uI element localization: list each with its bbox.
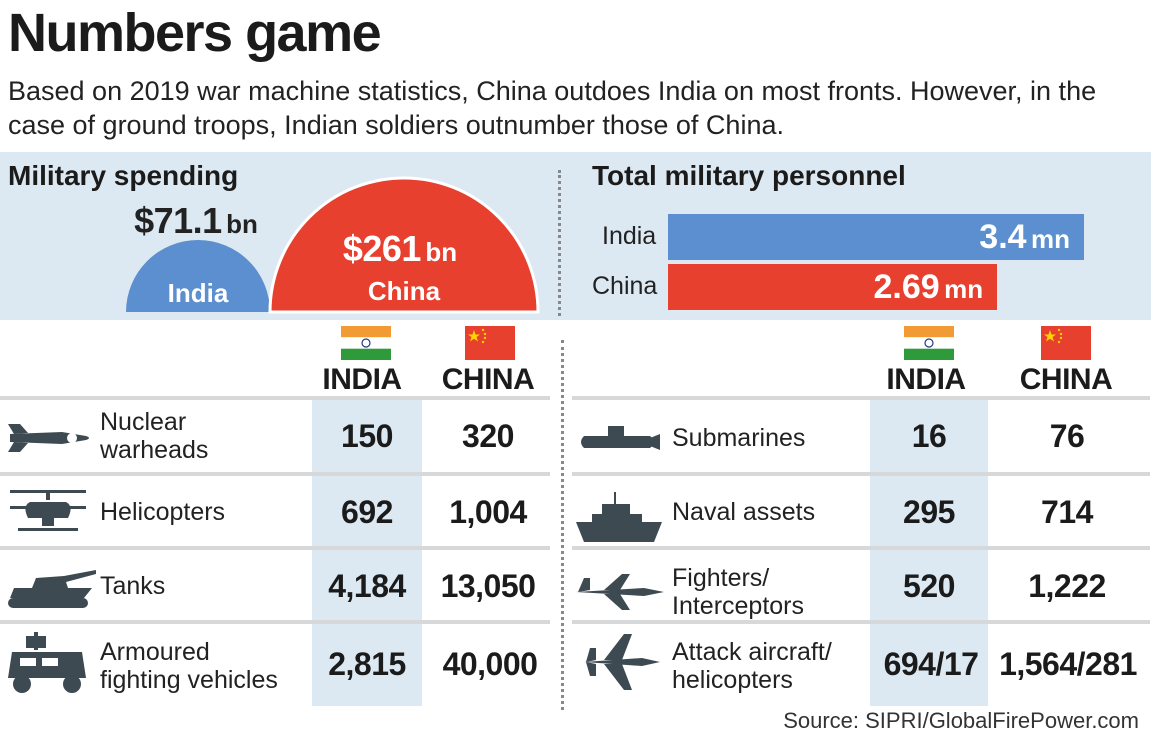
india-spending-value: $71.1 bn — [126, 200, 266, 242]
india-flag-icon — [904, 326, 954, 360]
india-tanks-value: 4,184 — [328, 568, 406, 604]
china-flag-icon — [1041, 326, 1091, 360]
left-india-column-header: INDIA — [322, 363, 402, 396]
row-label-helicopters: Helicopters — [100, 498, 226, 526]
india-fighters-value: 520 — [903, 568, 955, 604]
row-label-fighters-interceptors: Fighters/Interceptors — [672, 564, 805, 620]
spending-chart — [126, 176, 540, 314]
tank-icon — [8, 570, 96, 608]
row-separator — [572, 546, 1150, 550]
china-personnel-value: 2.69 mn — [873, 268, 983, 307]
fighter-jet-icon — [576, 574, 664, 610]
row-separator — [572, 620, 1150, 624]
india-personnel-value: 3.4 mn — [979, 218, 1070, 257]
china-personnel-unit: mn — [944, 274, 984, 304]
row-label-nuclear-warheads: Nuclear warheads — [100, 408, 209, 464]
row-label-attack-aircraft-helicopters: Attack aircraft/helicopters — [672, 638, 832, 694]
right-india-column-bg — [870, 398, 988, 706]
india-naval-assets-value: 295 — [903, 494, 955, 530]
china-spending-amount: $261 — [342, 228, 422, 269]
china-personnel-bar: 2.69 mn — [668, 264, 998, 310]
china-personnel-number: 2.69 — [873, 268, 940, 306]
china-submarines-value: 76 — [1049, 418, 1085, 454]
row-separator — [0, 396, 550, 400]
warship-icon — [576, 492, 662, 542]
row-separator — [0, 546, 550, 550]
submarine-icon — [581, 426, 660, 450]
right-india-column-header: INDIA — [886, 363, 966, 396]
china-personnel-country: China — [592, 272, 658, 300]
page-title: Numbers game — [8, 3, 382, 63]
helicopter-icon — [10, 490, 86, 531]
china-spending-unit: bn — [425, 237, 458, 267]
armoured-vehicle-icon — [8, 632, 86, 693]
india-personnel-bar: 3.4 mn — [668, 214, 1084, 260]
table-divider — [561, 340, 564, 710]
china-attack-aircraft-value: 1,564/281 — [999, 646, 1137, 682]
china-spending-country: China — [367, 276, 441, 306]
china-fighters-value: 1,222 — [1028, 568, 1106, 604]
right-china-column-header: CHINA — [1019, 363, 1113, 396]
row-label-submarines: Submarines — [672, 424, 806, 452]
china-spending-dome — [268, 176, 540, 314]
china-tanks-value: 13,050 — [440, 568, 536, 604]
india-armoured-vehicles-value: 2,815 — [328, 646, 406, 682]
row-separator — [572, 472, 1150, 476]
india-submarines-value: 16 — [911, 418, 947, 454]
india-flag-icon — [341, 326, 391, 360]
spending-heading: Military spending — [8, 160, 239, 191]
india-spending-dome — [126, 240, 270, 312]
china-flag-icon — [465, 326, 515, 360]
india-personnel-unit: mn — [1031, 224, 1070, 254]
left-india-column-bg — [312, 398, 422, 706]
attack-aircraft-icon — [584, 634, 660, 690]
china-armoured-vehicles-value: 40,000 — [442, 646, 538, 682]
india-spending-unit: bn — [226, 209, 258, 239]
india-spending-amount: $71.1 — [134, 200, 222, 241]
missile-icon — [8, 424, 89, 452]
india-attack-aircraft-value: 694/17 — [883, 646, 979, 682]
row-separator — [572, 396, 1150, 400]
india-personnel-country: India — [602, 222, 657, 250]
india-personnel-number: 3.4 — [979, 218, 1027, 256]
china-helicopters-value: 1,004 — [449, 494, 527, 530]
china-nuclear-warheads-value: 320 — [462, 418, 514, 454]
india-nuclear-warheads-value: 150 — [341, 418, 393, 454]
summary-divider — [558, 170, 561, 316]
personnel-heading: Total military personnel — [592, 160, 906, 191]
china-naval-assets-value: 714 — [1041, 494, 1093, 530]
india-helicopters-value: 692 — [341, 494, 393, 530]
row-separator — [0, 472, 550, 476]
india-spending-country: India — [167, 278, 229, 308]
page-subtitle: Based on 2019 war machine statistics, Ch… — [8, 76, 1097, 140]
row-label-naval-assets: Naval assets — [672, 498, 816, 526]
row-label-armoured-fighting-vehicles: Armoured fighting vehicles — [100, 638, 278, 694]
row-label-tanks: Tanks — [100, 572, 166, 600]
source-note: Source: SIPRI/GlobalFirePower.com — [783, 708, 1139, 733]
left-china-column-header: CHINA — [441, 363, 535, 396]
china-spending-value: $261 bn — [300, 228, 500, 270]
row-separator — [0, 620, 550, 624]
